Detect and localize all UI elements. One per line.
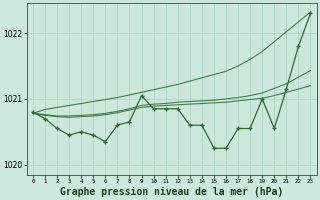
X-axis label: Graphe pression niveau de la mer (hPa): Graphe pression niveau de la mer (hPa) [60,186,283,197]
